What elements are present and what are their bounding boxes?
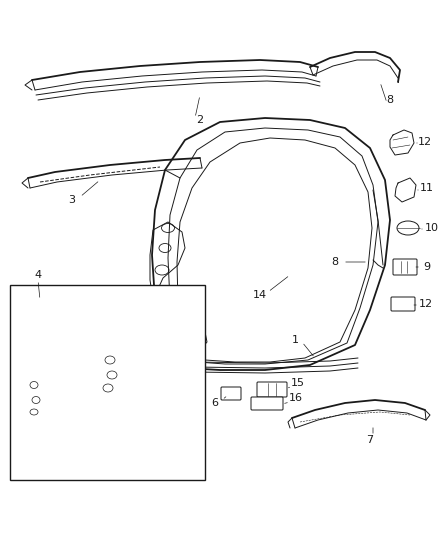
Text: 4: 4 [34, 270, 42, 280]
FancyBboxPatch shape [251, 397, 283, 410]
FancyBboxPatch shape [10, 285, 205, 480]
Text: 16: 16 [288, 393, 302, 403]
Text: 8: 8 [331, 257, 338, 267]
Text: 10: 10 [424, 223, 438, 233]
Text: 9: 9 [423, 262, 430, 272]
FancyBboxPatch shape [392, 259, 416, 275]
Text: 12: 12 [417, 137, 431, 147]
FancyBboxPatch shape [256, 382, 286, 397]
Text: 15: 15 [290, 378, 304, 388]
Text: 11: 11 [419, 183, 433, 193]
Text: 8: 8 [385, 95, 392, 105]
Text: 12: 12 [418, 299, 432, 309]
Text: 14: 14 [252, 290, 266, 300]
FancyBboxPatch shape [390, 297, 414, 311]
Text: 2: 2 [196, 115, 203, 125]
Text: 6: 6 [211, 398, 218, 408]
Text: 1: 1 [291, 335, 298, 345]
Text: 3: 3 [68, 195, 75, 205]
Text: 7: 7 [366, 435, 373, 445]
FancyBboxPatch shape [220, 387, 240, 400]
Text: 5: 5 [192, 353, 199, 363]
